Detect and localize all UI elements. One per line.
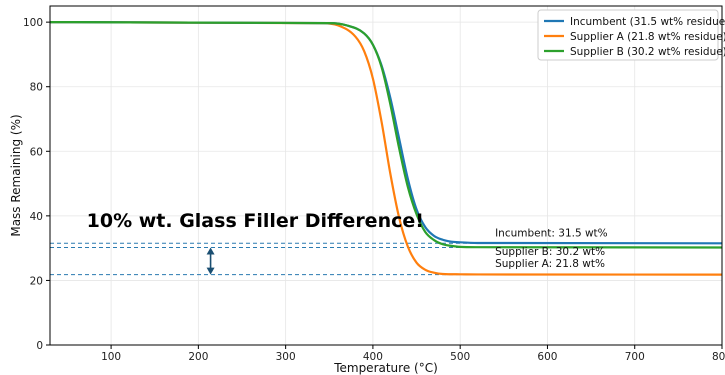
legend-box bbox=[537, 9, 719, 61]
callout-text: 10% wt. Glass Filler Difference! bbox=[87, 210, 424, 232]
series-line-2 bbox=[49, 21, 723, 249]
difference-arrow-head-up bbox=[206, 247, 215, 255]
legend-entry-0: Incumbent (31.5 wt% residue) bbox=[570, 16, 725, 28]
residue-annotation: Supplier B: 30.2 wt% bbox=[495, 246, 605, 258]
plot-area bbox=[50, 6, 722, 345]
x-tick-label: 300 bbox=[276, 351, 296, 363]
x-tick-label: 600 bbox=[537, 351, 557, 363]
x-tick-label: 700 bbox=[625, 351, 645, 363]
y-tick-label: 60 bbox=[30, 146, 43, 158]
residue-annotation: Incumbent: 31.5 wt% bbox=[495, 228, 608, 240]
y-tick-label: 20 bbox=[30, 275, 43, 287]
x-axis-label: Temperature (°C) bbox=[333, 361, 438, 375]
y-tick-label: 80 bbox=[30, 82, 43, 94]
difference-arrow-head-down bbox=[206, 267, 215, 275]
y-tick-label: 0 bbox=[36, 340, 43, 352]
legend-entry-2: Supplier B (30.2 wt% residue) bbox=[570, 46, 725, 58]
legend-entry-1: Supplier A (21.8 wt% residue) bbox=[570, 31, 725, 43]
x-tick-label: 400 bbox=[363, 351, 383, 363]
x-tick-label: 800 bbox=[712, 351, 725, 363]
x-tick-label: 100 bbox=[101, 351, 121, 363]
series-line-1 bbox=[49, 21, 723, 276]
residue-annotation: Supplier A: 21.8 wt% bbox=[495, 258, 605, 270]
x-tick-label: 500 bbox=[450, 351, 470, 363]
axes-frame bbox=[49, 5, 723, 346]
y-axis-label: Mass Remaining (%) bbox=[9, 114, 23, 236]
x-tick-label: 200 bbox=[188, 351, 208, 363]
y-tick-label: 100 bbox=[23, 17, 43, 29]
y-tick-label: 40 bbox=[30, 211, 43, 223]
